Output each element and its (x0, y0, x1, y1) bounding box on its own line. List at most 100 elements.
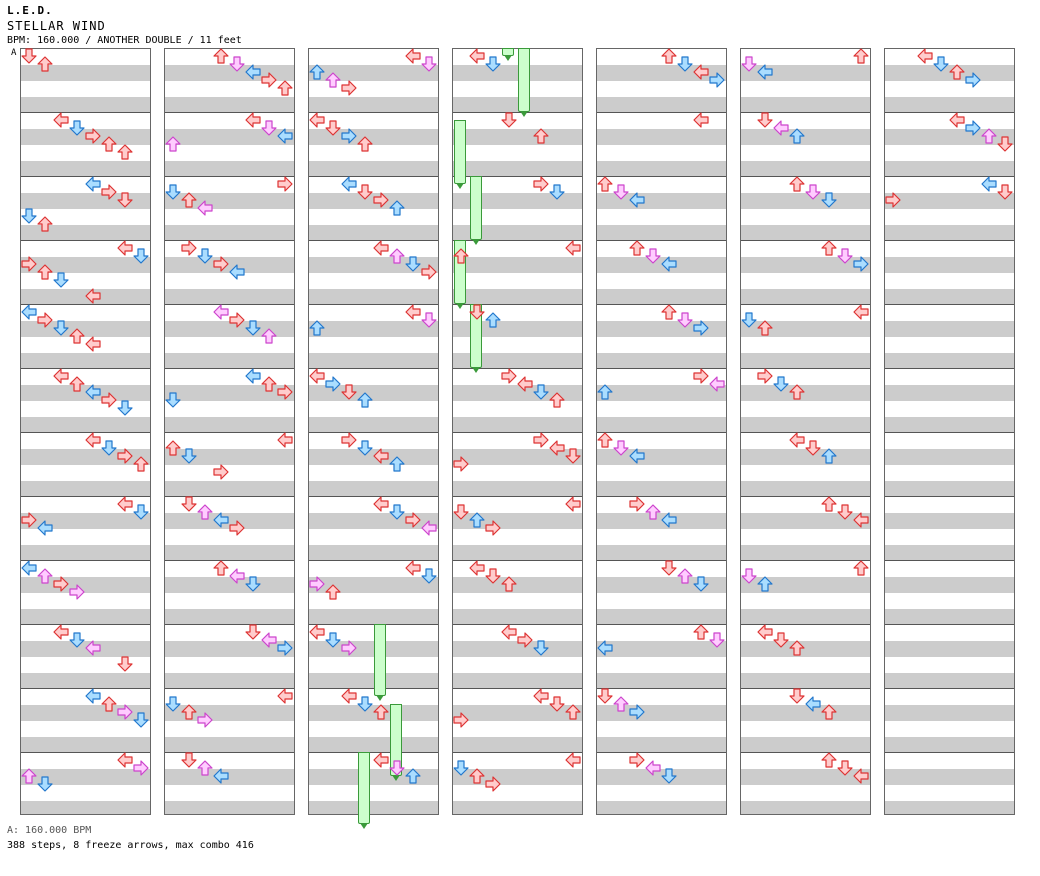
red-right-arrow (485, 520, 501, 536)
red-left-arrow (53, 112, 69, 128)
red-up-arrow (325, 584, 341, 600)
measure-line (165, 560, 294, 561)
red-left-arrow (565, 496, 581, 512)
measure-line (597, 240, 726, 241)
red-up-arrow (213, 560, 229, 576)
measure-line (885, 560, 1014, 561)
red-down-arrow (789, 688, 805, 704)
pink-up-arrow (165, 136, 181, 152)
red-up-arrow (661, 304, 677, 320)
measure-line (165, 432, 294, 433)
measure-line (741, 624, 870, 625)
pink-left-arrow (645, 760, 661, 776)
blue-down-arrow (773, 376, 789, 392)
red-left-arrow (405, 560, 421, 576)
red-down-arrow (117, 656, 133, 672)
red-right-arrow (517, 632, 533, 648)
chart-column-4 (452, 48, 583, 815)
blue-down-arrow (165, 392, 181, 408)
red-right-arrow (453, 712, 469, 728)
red-up-arrow (213, 48, 229, 64)
blue-left-arrow (629, 448, 645, 464)
pink-down-arrow (837, 248, 853, 264)
red-up-arrow (117, 144, 133, 160)
blue-down-arrow (389, 504, 405, 520)
blue-right-arrow (341, 128, 357, 144)
pink-up-arrow (197, 760, 213, 776)
blue-up-arrow (757, 576, 773, 592)
red-left-arrow (853, 768, 869, 784)
measure-line (165, 368, 294, 369)
blue-right-arrow (709, 72, 725, 88)
red-right-arrow (421, 264, 437, 280)
red-left-arrow (469, 560, 485, 576)
red-up-arrow (853, 48, 869, 64)
blue-left-arrow (629, 192, 645, 208)
freeze-arrow (470, 304, 482, 373)
red-right-arrow (53, 576, 69, 592)
red-down-arrow (997, 184, 1013, 200)
blue-up-arrow (821, 448, 837, 464)
red-up-arrow (661, 48, 677, 64)
red-up-arrow (693, 624, 709, 640)
blue-down-arrow (421, 568, 437, 584)
blue-down-arrow (133, 712, 149, 728)
red-left-arrow (245, 112, 261, 128)
freeze-arrow (374, 624, 386, 701)
measure-line (597, 560, 726, 561)
red-left-arrow (117, 240, 133, 256)
blue-left-arrow (229, 264, 245, 280)
measure-line (309, 624, 438, 625)
red-right-arrow (261, 72, 277, 88)
red-down-arrow (181, 752, 197, 768)
measure-line (453, 496, 582, 497)
measure-line (165, 176, 294, 177)
measure-line (885, 688, 1014, 689)
red-down-arrow (565, 448, 581, 464)
red-left-arrow (117, 752, 133, 768)
measure-line (453, 688, 582, 689)
red-right-arrow (21, 256, 37, 272)
measure-line (885, 752, 1014, 753)
blue-left-arrow (213, 512, 229, 528)
red-right-arrow (629, 496, 645, 512)
blue-left-arrow (85, 176, 101, 192)
red-left-arrow (277, 688, 293, 704)
freeze-arrow (470, 176, 482, 245)
pink-up-arrow (613, 696, 629, 712)
measure-line (597, 496, 726, 497)
pink-right-arrow (133, 760, 149, 776)
pink-down-arrow (421, 312, 437, 328)
red-down-arrow (837, 504, 853, 520)
blue-down-arrow (533, 384, 549, 400)
red-up-arrow (101, 136, 117, 152)
measure-line (21, 176, 150, 177)
measure-line (21, 752, 150, 753)
red-left-arrow (309, 368, 325, 384)
measure-line (309, 752, 438, 753)
red-down-arrow (661, 560, 677, 576)
red-up-arrow (261, 376, 277, 392)
blue-up-arrow (389, 456, 405, 472)
measure-line (597, 432, 726, 433)
freeze-arrow (390, 704, 402, 781)
red-up-arrow (597, 432, 613, 448)
red-left-arrow (373, 752, 389, 768)
blue-up-arrow (789, 128, 805, 144)
red-left-arrow (917, 48, 933, 64)
freeze-arrow (358, 752, 370, 829)
measure-line (885, 624, 1014, 625)
red-up-arrow (181, 704, 197, 720)
measure-line (741, 496, 870, 497)
blue-down-arrow (133, 504, 149, 520)
red-up-arrow (757, 320, 773, 336)
red-left-arrow (405, 48, 421, 64)
blue-down-arrow (101, 440, 117, 456)
measure-line (741, 752, 870, 753)
red-right-arrow (229, 312, 245, 328)
chart-column-3 (308, 48, 439, 815)
blue-up-arrow (357, 392, 373, 408)
red-left-arrow (517, 376, 533, 392)
pink-down-arrow (229, 56, 245, 72)
red-up-arrow (853, 560, 869, 576)
